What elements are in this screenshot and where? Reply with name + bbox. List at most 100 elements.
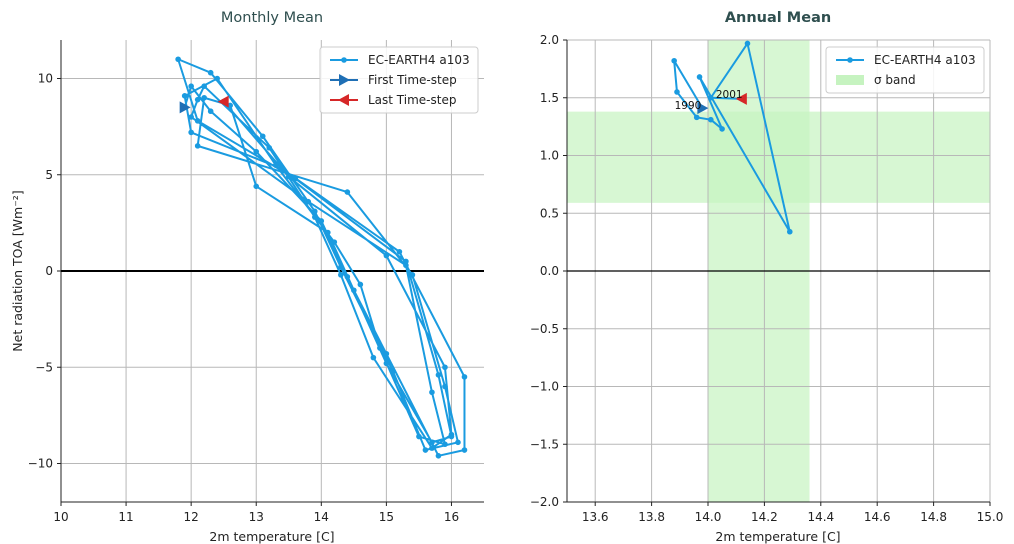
annual-data-point bbox=[674, 89, 680, 95]
sigma-band-horizontal bbox=[567, 111, 990, 203]
monthly-xtick-label: 15 bbox=[379, 510, 394, 524]
monthly-xlabel: 2m temperature [C] bbox=[209, 529, 334, 544]
monthly-legend-last-marker bbox=[338, 94, 349, 106]
annual-xtick-label: 13.6 bbox=[582, 510, 609, 524]
monthly-data-point bbox=[461, 447, 468, 453]
monthly-xtick-label: 13 bbox=[249, 510, 264, 524]
annual-legend-label: σ band bbox=[874, 73, 916, 87]
monthly-data-point bbox=[357, 281, 364, 288]
annotation-last-year: 2001 bbox=[716, 89, 743, 101]
annual-ytick-label: 1.0 bbox=[540, 149, 559, 163]
monthly-data-point bbox=[292, 175, 299, 182]
monthly-data-point bbox=[338, 264, 344, 270]
monthly-data-point bbox=[194, 118, 201, 124]
monthly-data-point bbox=[253, 183, 260, 190]
monthly-ytick-label: −5 bbox=[35, 360, 53, 374]
monthly-legend-label: First Time-step bbox=[368, 73, 457, 87]
monthly-data-point bbox=[188, 114, 194, 120]
monthly-data-point bbox=[390, 368, 396, 374]
annual-title: Annual Mean bbox=[725, 10, 831, 26]
monthly-legend-box bbox=[319, 46, 479, 114]
monthly-title: Monthly Mean bbox=[221, 10, 323, 26]
monthly-data-point bbox=[416, 433, 422, 440]
monthly-data-point bbox=[429, 439, 435, 446]
monthly-mean-axes: Monthly Mean 2m temperature [C] Net radi… bbox=[10, 10, 484, 544]
monthly-xtick-label: 14 bbox=[314, 510, 329, 524]
monthly-data-point bbox=[312, 208, 318, 215]
annual-ytick-label: −1.5 bbox=[530, 437, 559, 451]
annual-ytick-label: −2.0 bbox=[530, 495, 559, 509]
annual-xtick-label: 14.6 bbox=[864, 510, 891, 524]
monthly-data-point bbox=[285, 173, 292, 180]
annual-legend-box bbox=[825, 46, 985, 94]
monthly-data-point bbox=[396, 248, 403, 255]
monthly-data-point bbox=[422, 447, 429, 453]
monthly-last-timestep-marker bbox=[217, 95, 229, 108]
annual-data-point bbox=[708, 94, 714, 101]
monthly-data-point bbox=[188, 83, 194, 89]
monthly-data-point bbox=[181, 93, 188, 99]
monthly-data-point bbox=[227, 102, 233, 109]
annual-xtick-label: 15.0 bbox=[977, 510, 1004, 524]
monthly-first-timestep-marker bbox=[179, 101, 191, 114]
monthly-data-point bbox=[318, 218, 325, 224]
annual-data-point bbox=[719, 126, 725, 132]
monthly-xtick-label: 10 bbox=[53, 510, 68, 524]
annual-legend-marker-handle bbox=[847, 57, 853, 63]
monthly-data-point bbox=[344, 189, 351, 195]
annual-first-timestep-marker bbox=[697, 102, 709, 115]
monthly-data-point bbox=[383, 360, 390, 367]
annual-last-timestep-marker bbox=[735, 92, 747, 105]
monthly-data-point bbox=[435, 372, 442, 378]
annual-mean-axes: Annual Mean 2m temperature [C] 13.6 13.8 1… bbox=[530, 10, 1004, 544]
monthly-xtick-label: 16 bbox=[444, 510, 459, 524]
monthly-data-point bbox=[279, 166, 286, 172]
annual-data-point bbox=[744, 40, 751, 47]
annual-legend-label: EC-EARTH4 a103 bbox=[874, 53, 976, 67]
annual-ytick-label: −1.0 bbox=[530, 380, 559, 394]
monthly-data-point bbox=[194, 96, 201, 103]
monthly-data-point bbox=[305, 198, 312, 205]
annotation-first-year: 1990 bbox=[675, 100, 702, 112]
monthly-data-point bbox=[442, 383, 448, 390]
monthly-data-point bbox=[266, 145, 273, 151]
annual-ytick-label: 2.0 bbox=[540, 33, 559, 47]
monthly-ytick-label: 10 bbox=[38, 72, 53, 86]
monthly-data-point bbox=[448, 431, 455, 438]
monthly-data-point bbox=[383, 350, 390, 357]
monthly-data-point bbox=[442, 364, 448, 371]
annual-xtick-label: 13.8 bbox=[638, 510, 665, 524]
annual-xtick-label: 14.4 bbox=[807, 510, 834, 524]
monthly-legend-marker-handle bbox=[341, 57, 347, 63]
monthly-data-point bbox=[175, 56, 181, 63]
monthly-legend-first-marker bbox=[339, 74, 350, 86]
monthly-legend: EC-EARTH4 a103 First Time-step Last Time-s… bbox=[319, 46, 479, 114]
monthly-data-point bbox=[377, 345, 383, 351]
monthly-data-point bbox=[370, 354, 377, 361]
monthly-data-point bbox=[214, 75, 220, 82]
monthly-data-point bbox=[435, 453, 442, 459]
monthly-data-point bbox=[259, 133, 266, 140]
monthly-data-point bbox=[455, 439, 461, 446]
monthly-data-point bbox=[344, 273, 351, 280]
annual-ytick-label: 0.5 bbox=[540, 206, 559, 220]
monthly-data-point bbox=[429, 445, 435, 451]
annual-data-point bbox=[786, 228, 793, 235]
monthly-data-point bbox=[403, 258, 409, 265]
monthly-ytick-label: −10 bbox=[28, 457, 53, 471]
monthly-xtick-label: 12 bbox=[184, 510, 199, 524]
monthly-data-point bbox=[338, 272, 344, 278]
monthly-data-point bbox=[207, 108, 214, 115]
annual-data-point bbox=[708, 116, 714, 123]
monthly-legend-label: Last Time-step bbox=[368, 93, 456, 107]
monthly-legend-label: EC-EARTH4 a103 bbox=[368, 53, 470, 67]
monthly-data-point bbox=[188, 129, 194, 136]
monthly-data-point bbox=[201, 94, 207, 101]
monthly-data-point bbox=[194, 143, 201, 149]
annual-data-point bbox=[671, 57, 677, 64]
monthly-ylabel: Net radiation TOA [Wm⁻²] bbox=[10, 190, 25, 351]
monthly-data-point bbox=[442, 441, 448, 448]
monthly-data-point bbox=[325, 229, 331, 236]
annual-xlabel: 2m temperature [C] bbox=[715, 529, 840, 544]
annual-ytick-label: 0.0 bbox=[540, 264, 559, 278]
